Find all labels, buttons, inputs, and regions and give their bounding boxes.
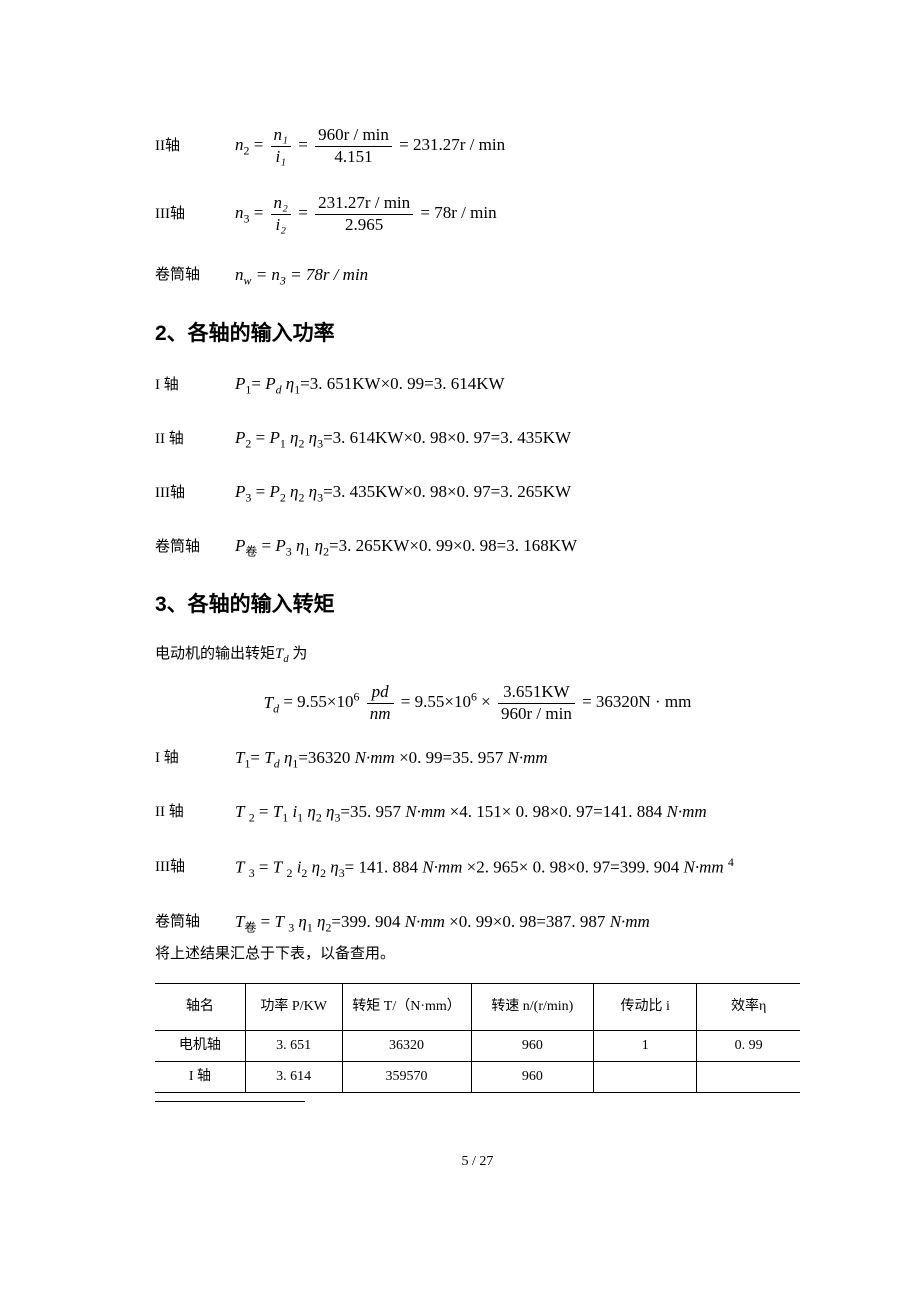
eq-p1: I 轴 P1= Pd η1=3. 651KW×0. 99=3. 614KW (155, 372, 800, 398)
eq-t1: I 轴 T1= Td η1=36320 N·mm ×0. 99=35. 957 … (155, 746, 800, 772)
table-row: 电机轴 3. 651 36320 960 1 0. 99 (155, 1030, 800, 1061)
eq-pw: 卷筒轴 P卷 = P3 η1 η2=3. 265KW×0. 99×0. 98=3… (155, 534, 800, 560)
eq-n3-label: III轴 (155, 204, 235, 225)
col-ratio: 传动比 i (594, 983, 697, 1030)
summary-line: 将上述结果汇总于下表，以备查用。 (155, 944, 800, 965)
eq-tw: 卷筒轴 T卷 = T 3 η1 η2=399. 904 N·mm ×0. 99×… (155, 910, 800, 936)
col-torque: 转矩 T/（N·mm） (342, 983, 471, 1030)
heading-power: 2、各轴的输入功率 (155, 319, 800, 348)
col-power: 功率 P/KW (245, 983, 342, 1030)
col-shaft: 轴名 (155, 983, 245, 1030)
col-eff: 效率η (697, 983, 800, 1030)
page-number: 5 / 27 (155, 1152, 800, 1172)
footnote-rule (155, 1101, 305, 1102)
eq-n3-body: n3 = n₂i₂ = 231.27r / min2.965 = 78r / m… (235, 194, 497, 234)
torque-intro: 电动机的输出转矩Td 为 (155, 644, 800, 668)
table-row: I 轴 3. 614 359570 960 (155, 1061, 800, 1092)
torque-main-eq: Td = 9.55×106 pdnm = 9.55×106 × 3.651KW9… (155, 683, 800, 723)
eq-n2-body: n2 = n₁i₁ = 960r / min4.151 = 231.27r / … (235, 126, 505, 166)
eq-n2: II轴 n2 = n₁i₁ = 960r / min4.151 = 231.27… (155, 126, 800, 166)
table-header-row: 轴名 功率 P/KW 转矩 T/（N·mm） 转速 n/(r/min) 传动比 … (155, 983, 800, 1030)
eq-nw-label: 卷筒轴 (155, 265, 235, 286)
heading-torque: 3、各轴的输入转矩 (155, 590, 800, 619)
eq-nw: 卷筒轴 nw = n3 = 78r / min (155, 263, 800, 289)
eq-t3: III轴 T 3 = T 2 i2 η2 η3= 141. 884 N·mm ×… (155, 854, 800, 882)
results-table: 轴名 功率 P/KW 转矩 T/（N·mm） 转速 n/(r/min) 传动比 … (155, 983, 800, 1093)
eq-nw-body: nw = n3 = 78r / min (235, 263, 368, 289)
eq-n2-label: II轴 (155, 136, 235, 157)
eq-p2: II 轴 P2 = P1 η2 η3=3. 614KW×0. 98×0. 97=… (155, 426, 800, 452)
eq-t2: II 轴 T 2 = T1 i1 η2 η3=35. 957 N·mm ×4. … (155, 800, 800, 826)
col-speed: 转速 n/(r/min) (471, 983, 594, 1030)
eq-n3: III轴 n3 = n₂i₂ = 231.27r / min2.965 = 78… (155, 194, 800, 234)
eq-p3: III轴 P3 = P2 η2 η3=3. 435KW×0. 98×0. 97=… (155, 480, 800, 506)
